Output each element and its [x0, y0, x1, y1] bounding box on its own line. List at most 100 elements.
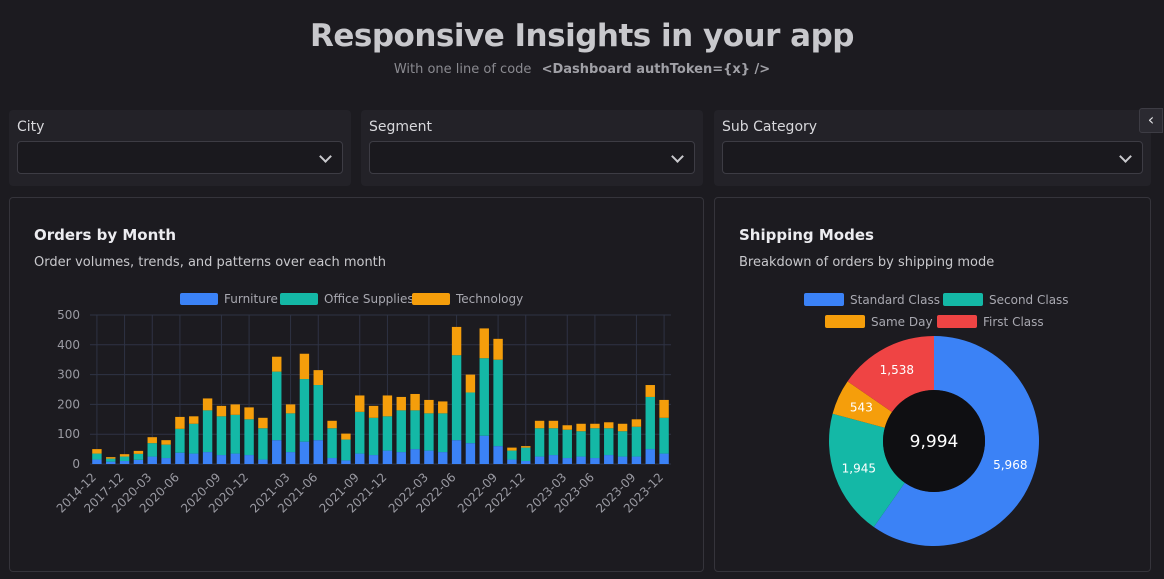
bar-furniture	[396, 452, 406, 464]
y-tick-label: 500	[57, 308, 80, 322]
bar-furniture	[147, 456, 157, 464]
bar-furniture	[161, 458, 171, 464]
bar-office-supplies	[424, 413, 434, 451]
orders-card-subtitle: Order volumes, trends, and patterns over…	[34, 255, 387, 270]
bar-technology	[659, 399, 669, 418]
shipping-modes-card: Shipping Modes Breakdown of orders by sh…	[714, 197, 1151, 572]
bar-technology	[396, 396, 406, 411]
bar-office-supplies	[147, 443, 157, 457]
bar-furniture	[368, 455, 379, 464]
legend-swatch	[825, 315, 865, 328]
filter-city: City	[9, 110, 351, 186]
bar-technology	[562, 425, 572, 430]
bar-office-supplies	[258, 428, 268, 460]
bar-furniture	[341, 460, 351, 464]
bar-furniture	[327, 458, 337, 464]
legend-label: Standard Class	[850, 293, 940, 307]
bar-furniture	[175, 452, 185, 464]
bar-furniture	[119, 461, 130, 464]
bar-furniture	[189, 453, 199, 464]
bar-office-supplies	[189, 423, 199, 454]
bar-office-supplies	[285, 413, 296, 453]
slice-same-day	[832, 381, 893, 428]
legend-label: Same Day	[871, 315, 933, 329]
bar-office-supplies	[396, 410, 406, 453]
orders-by-month-card: Orders by Month Order volumes, trends, a…	[9, 197, 704, 572]
bar-office-supplies	[202, 410, 213, 453]
sub-category-select[interactable]	[722, 141, 1143, 174]
bar-technology	[175, 416, 185, 429]
bar-technology	[493, 338, 503, 360]
bar-technology	[368, 405, 379, 418]
bar-office-supplies	[106, 458, 116, 462]
bar-office-supplies	[410, 410, 420, 450]
bar-furniture	[92, 459, 102, 464]
legend-swatch	[412, 293, 450, 305]
bar-furniture	[451, 440, 462, 464]
bar-office-supplies	[92, 453, 102, 460]
bar-office-supplies	[161, 444, 171, 459]
chevron-down-icon	[671, 150, 684, 163]
bar-technology	[216, 405, 227, 417]
bar-furniture	[216, 455, 227, 464]
bar-office-supplies	[438, 413, 448, 453]
legend-label: First Class	[983, 315, 1044, 329]
filter-city-label: City	[17, 119, 45, 135]
bar-office-supplies	[576, 431, 586, 457]
bar-office-supplies	[562, 429, 572, 459]
bar-technology	[244, 407, 254, 420]
segment-select[interactable]	[369, 141, 695, 174]
bar-office-supplies	[631, 426, 642, 457]
page-header: Responsive Insights in your app With one…	[0, 0, 1164, 100]
collapse-panel-button[interactable]: ‹	[1139, 108, 1163, 133]
orders-card-title: Orders by Month	[34, 226, 177, 244]
bar-office-supplies	[175, 428, 185, 453]
bar-office-supplies	[133, 453, 144, 460]
bar-office-supplies	[645, 396, 655, 450]
bar-furniture	[299, 441, 310, 464]
legend-item: Office Supplies	[280, 292, 414, 306]
bar-office-supplies	[230, 414, 240, 454]
legend-item: Furniture	[180, 292, 278, 306]
filter-segment-label: Segment	[369, 119, 432, 135]
legend-item: Standard Class	[804, 293, 940, 307]
shipping-donut-chart: Standard Class Second Class Same Day First …	[804, 293, 1069, 546]
bar-furniture	[562, 458, 572, 464]
bar-furniture	[604, 455, 614, 464]
bar-furniture	[645, 449, 655, 464]
bar-office-supplies	[465, 392, 476, 444]
bar-technology	[451, 326, 462, 356]
bar-office-supplies	[479, 358, 489, 436]
bar-technology	[604, 422, 614, 429]
bar-furniture	[548, 455, 559, 464]
bar-furniture	[659, 453, 669, 464]
donut-total: 9,994	[910, 432, 959, 452]
bar-office-supplies	[341, 439, 351, 461]
bar-furniture	[355, 453, 365, 464]
bar-furniture	[631, 456, 642, 464]
bar-technology	[133, 450, 144, 454]
bar-office-supplies	[617, 431, 628, 457]
legend-swatch	[937, 315, 977, 328]
bar-furniture	[479, 435, 489, 464]
bar-technology	[189, 416, 199, 424]
slice-second-class	[829, 413, 905, 528]
y-tick-label: 100	[57, 427, 80, 441]
bar-office-supplies	[507, 450, 517, 460]
bar-technology	[341, 433, 351, 440]
bar-furniture	[258, 459, 268, 464]
city-select[interactable]	[17, 141, 343, 174]
shipping-card-title: Shipping Modes	[739, 226, 874, 244]
bar-technology	[617, 423, 628, 432]
bar-technology	[479, 328, 489, 359]
slice-label: 1,945	[842, 461, 876, 475]
bar-furniture	[424, 450, 434, 464]
chevron-down-icon	[319, 150, 332, 163]
legend-label: Office Supplies	[324, 292, 414, 306]
slice-first-class	[847, 336, 934, 413]
bar-office-supplies	[327, 428, 337, 459]
bar-office-supplies	[493, 359, 503, 447]
filter-sub-category: Sub Category	[714, 110, 1151, 186]
bar-office-supplies	[313, 385, 323, 441]
legend-swatch	[280, 293, 318, 305]
